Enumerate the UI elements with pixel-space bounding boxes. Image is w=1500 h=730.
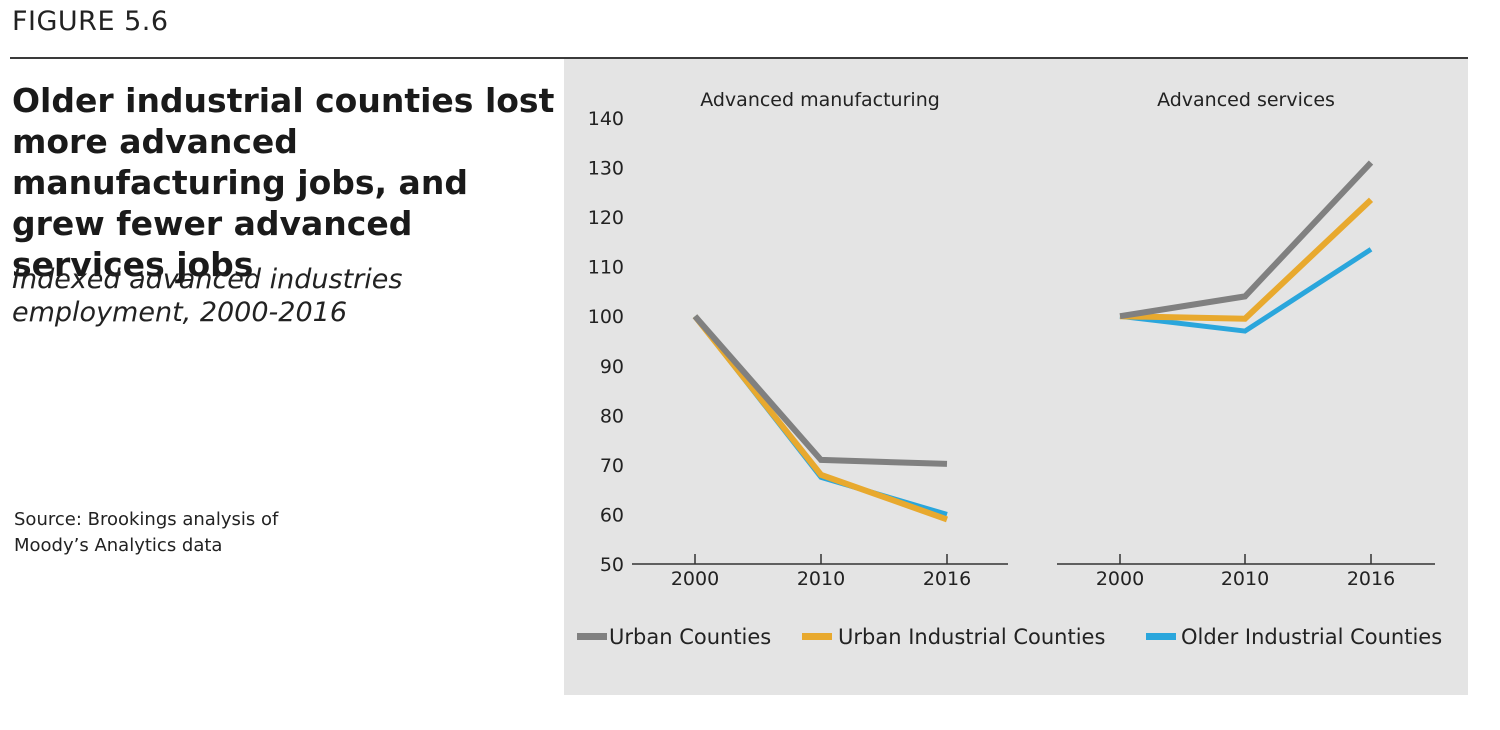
x-tick-label: 2000 — [671, 568, 719, 590]
source-note: Source: Brookings analysis of Moody’s An… — [14, 509, 279, 556]
chart-title: Older industrial counties lost more adva… — [12, 81, 555, 284]
y-tick-label: 90 — [600, 356, 624, 378]
legend-swatch-urban-industrial-counties — [802, 633, 832, 640]
x-tick-label: 2010 — [797, 568, 845, 590]
series-line-advanced-manufacturing-older-industrial-counties — [693, 314, 948, 517]
y-tick-label: 80 — [600, 405, 624, 427]
y-tick-label: 60 — [600, 504, 624, 526]
y-tick-label: 130 — [588, 158, 624, 180]
series-line-advanced-services-urban-industrial-counties — [1119, 197, 1374, 322]
chart-subtitle: Indexed advanced industries employment, … — [12, 264, 403, 328]
x-tick-label: 2016 — [1347, 568, 1395, 590]
series-line-advanced-manufacturing-urban-counties — [692, 314, 948, 467]
x-tick-label: 2000 — [1096, 568, 1144, 590]
legend-label-older-industrial-counties: Older Industrial Counties — [1181, 625, 1442, 649]
y-tick-label: 70 — [600, 455, 624, 477]
series-line-advanced-manufacturing-urban-industrial-counties — [692, 314, 949, 523]
top-divider — [10, 57, 1468, 59]
x-tick-label: 2016 — [923, 568, 971, 590]
y-tick-label: 120 — [588, 207, 624, 229]
figure-label: FIGURE 5.6 — [12, 6, 169, 37]
legend-swatch-older-industrial-counties — [1146, 633, 1176, 640]
legend-label-urban-counties: Urban Counties — [609, 625, 771, 649]
x-tick-label: 2010 — [1221, 568, 1269, 590]
legend-swatch-urban-counties — [577, 633, 607, 640]
legend-label-urban-industrial-counties: Urban Industrial Counties — [838, 625, 1105, 649]
y-tick-label: 110 — [588, 257, 624, 279]
chart-panel: 50 60 70 80 90 100 110 120 130 140 Advanced manufa… — [564, 59, 1468, 695]
y-tick-label: 50 — [600, 554, 624, 576]
y-tick-label: 100 — [588, 306, 624, 328]
y-tick-label: 140 — [588, 108, 624, 130]
panel-title-advanced-services: Advanced services — [1157, 89, 1335, 111]
line-chart: 50 60 70 80 90 100 110 120 130 140 Advanced manufa… — [577, 89, 1442, 649]
panel-title-advanced-manufacturing: Advanced manufacturing — [700, 89, 940, 111]
